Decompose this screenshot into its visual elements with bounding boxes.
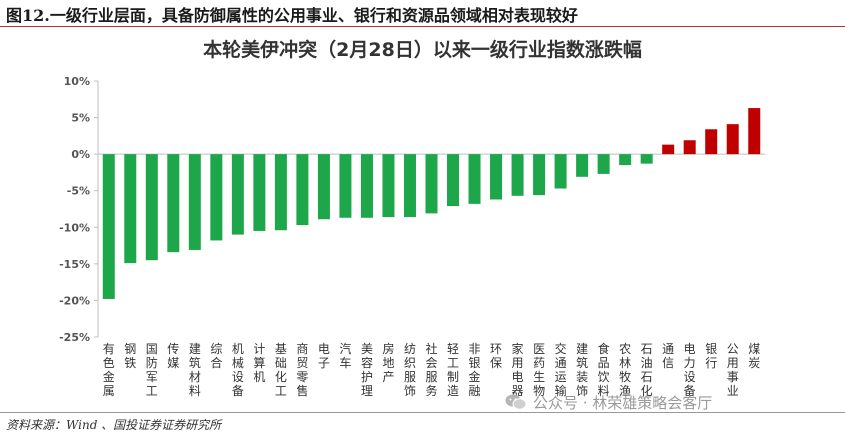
x-tick-label: 医药生物 (533, 342, 545, 398)
x-tick-label: 通信 (662, 342, 674, 370)
y-tick-label: -10% (59, 221, 90, 234)
chart-title: 本轮美伊冲突（2月28日）以来一级行业指数涨跌幅 (203, 39, 642, 61)
bar (640, 154, 653, 164)
bar (145, 154, 158, 261)
y-tick-label: 10% (64, 75, 90, 88)
x-tick-label: 基础化工 (275, 342, 287, 398)
x-tick-label: 建筑材料 (189, 342, 201, 398)
x-tick-label: 非银金融 (469, 342, 481, 398)
x-tick-label: 银行 (705, 342, 717, 370)
source-note: 资料来源：Wind 、国投证券证券研究所 (6, 418, 222, 432)
x-tick-label: 环保 (490, 342, 502, 370)
x-tick-label: 国防军工 (146, 342, 158, 398)
bar (447, 154, 460, 207)
x-tick-label: 传媒 (167, 341, 179, 370)
bar (662, 144, 675, 155)
bar (124, 154, 137, 264)
x-tick-label: 计算机 (253, 342, 265, 384)
x-tick-label: 房地产 (382, 341, 394, 384)
x-tick-label: 社会服务 (425, 341, 437, 398)
y-tick-label: -5% (67, 185, 90, 198)
bar (188, 154, 201, 250)
y-tick-label: -20% (59, 294, 90, 307)
bar (683, 140, 696, 155)
bar (253, 154, 266, 231)
bar (339, 154, 352, 218)
x-tick-label: 汽车 (339, 341, 351, 370)
bar (167, 154, 180, 253)
bar (210, 154, 223, 241)
figure-title: 图12.一级行业层面，具备防御属性的公用事业、银行和资源品领域相对表现较好 (6, 6, 578, 25)
watermark-text: 公众号 · 林荣雄策略会客厅 (533, 393, 713, 412)
bar (619, 154, 632, 166)
bar (511, 154, 524, 196)
bar (554, 154, 567, 189)
bar (597, 154, 610, 174)
x-tick-label: 电子 (318, 342, 330, 370)
x-tick-label: 建筑装饰 (576, 342, 588, 398)
bar (231, 154, 244, 235)
bar (726, 124, 739, 155)
x-tick-label: 公用事业 (727, 342, 739, 398)
x-tick-label: 商贸零售 (296, 341, 308, 398)
bar (468, 154, 481, 204)
x-tick-label: 石油石化 (641, 342, 653, 398)
y-tick-label: 5% (71, 112, 90, 125)
bar (296, 154, 309, 226)
bar (533, 154, 546, 196)
bar (403, 154, 416, 218)
y-tick-label: 0% (71, 148, 90, 161)
x-tick-label: 食品饮料 (598, 341, 610, 398)
x-tick-label: 农林牧渔 (619, 342, 631, 398)
bar (317, 154, 330, 220)
bar (490, 154, 503, 200)
watermark: 公众号 · 林荣雄策略会客厅 (505, 390, 712, 414)
bar (102, 154, 115, 299)
bar (748, 108, 761, 155)
x-tick-label: 有色金属 (103, 342, 115, 398)
x-tick-label: 综合 (210, 342, 222, 370)
x-tick-label: 纺织服饰 (404, 342, 416, 398)
x-tick-label: 电力设备 (684, 342, 696, 398)
y-tick-label: -15% (59, 258, 90, 271)
x-tick-label: 机械设备 (232, 342, 244, 398)
x-tick-label: 轻工制造 (447, 342, 459, 398)
bar (425, 154, 438, 214)
y-tick-label: -25% (59, 331, 90, 344)
bar (382, 154, 395, 218)
bar (274, 154, 287, 231)
bar (360, 154, 373, 218)
x-tick-label: 美容护理 (361, 342, 373, 398)
x-tick-label: 家用电器 (512, 341, 524, 398)
x-tick-label: 煤炭 (748, 342, 760, 370)
bar (576, 154, 589, 177)
wechat-icon (505, 394, 527, 410)
x-tick-label: 钢铁 (124, 342, 136, 370)
x-tick-label: 交通运输 (555, 341, 567, 398)
figure-header: 图12.一级行业层面，具备防御属性的公用事业、银行和资源品领域相对表现较好 (0, 0, 845, 27)
bar (705, 129, 718, 155)
figure-footer: 资料来源：Wind 、国投证券证券研究所 (0, 412, 845, 434)
